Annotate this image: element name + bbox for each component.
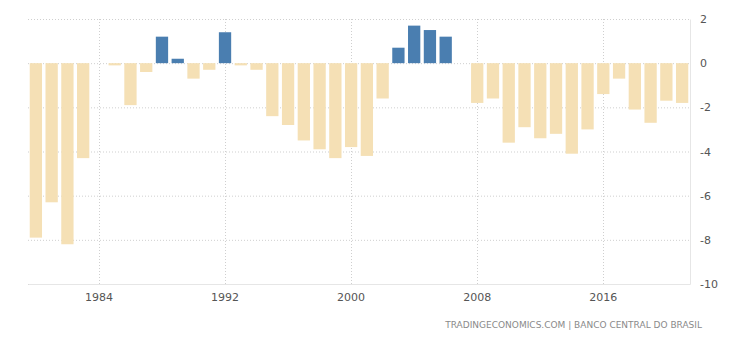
- bar: [172, 59, 184, 63]
- bar: [30, 63, 42, 237]
- bar: [219, 32, 231, 63]
- bar: [503, 63, 515, 143]
- bar: [45, 63, 57, 202]
- axis-line: [29, 284, 691, 285]
- grid-line: [351, 19, 352, 284]
- tick: 0: [690, 57, 707, 70]
- bar: [392, 48, 404, 63]
- tick-label: 1992: [211, 291, 239, 304]
- tick: -8: [690, 234, 711, 247]
- bar: [440, 37, 452, 64]
- bar: [613, 63, 625, 78]
- grid-line: [28, 152, 690, 153]
- tick: -10: [690, 278, 718, 291]
- tick-label: -8: [700, 234, 711, 247]
- grid-line: [28, 284, 690, 285]
- tick-label: -2: [700, 101, 711, 114]
- tick: 2: [690, 13, 707, 26]
- tick: 1984: [85, 284, 113, 304]
- bar: [644, 63, 656, 123]
- tick-label: 2008: [463, 291, 491, 304]
- bar: [345, 63, 357, 147]
- bar: [124, 63, 136, 105]
- bar: [534, 63, 546, 138]
- bar: [487, 63, 499, 98]
- bar: [61, 63, 73, 244]
- tick-label: 2000: [337, 291, 365, 304]
- bar: [109, 63, 121, 65]
- bar: [93, 63, 105, 64]
- grid-line: [603, 19, 604, 284]
- grid-line: [28, 240, 690, 241]
- tick-label: 2016: [589, 291, 617, 304]
- tick-label: 2: [700, 13, 707, 26]
- bar: [376, 63, 388, 98]
- tick-label: 1984: [85, 291, 113, 304]
- tick: 2008: [463, 284, 491, 304]
- grid: [28, 19, 690, 285]
- bar: [455, 63, 467, 64]
- grid-line: [477, 19, 478, 284]
- bar: [660, 63, 672, 101]
- chart-container: -10 -8 -6 -4 -2 0 2 1984 1992 2000 2008 2016 TRADING…: [0, 0, 730, 340]
- tick: -4: [690, 146, 711, 159]
- tick-label: -6: [700, 190, 711, 203]
- bar: [597, 63, 609, 94]
- bars: [30, 26, 689, 245]
- bar: [566, 63, 578, 154]
- grid-line: [99, 19, 100, 284]
- bar: [156, 37, 168, 64]
- bar: [203, 63, 215, 70]
- bar: [550, 63, 562, 134]
- tick: 2016: [589, 284, 617, 304]
- tick: -6: [690, 190, 711, 203]
- axis-line: [690, 20, 691, 285]
- tick: 1992: [211, 284, 239, 304]
- bar: [282, 63, 294, 125]
- bar: [581, 63, 593, 129]
- tick: -2: [690, 101, 711, 114]
- source: TRADINGECONOMICS.COM | BANCO CENTRAL DO …: [444, 320, 702, 330]
- bar: [187, 63, 199, 78]
- chart: -10 -8 -6 -4 -2 0 2 1984 1992 2000 2008 2016 TRADING…: [0, 0, 730, 340]
- bar: [140, 63, 152, 72]
- bar: [424, 30, 436, 63]
- grid-line: [28, 196, 690, 197]
- tick-label: -10: [700, 278, 718, 291]
- bar: [313, 63, 325, 149]
- bar: [471, 63, 483, 103]
- tick-label: 0: [700, 57, 707, 70]
- bar: [329, 63, 341, 158]
- tick-label: -4: [700, 146, 711, 159]
- tick: 2000: [337, 284, 365, 304]
- x-axis: 1984 1992 2000 2008 2016: [29, 284, 691, 304]
- bar: [250, 63, 262, 70]
- bar: [676, 63, 688, 103]
- bar: [77, 63, 89, 158]
- bar: [298, 63, 310, 140]
- bar: [266, 63, 278, 116]
- bar: [361, 63, 373, 156]
- bar: [629, 63, 641, 109]
- bar: [408, 26, 420, 64]
- bar: [235, 63, 247, 65]
- bar: [518, 63, 530, 127]
- y-axis: -10 -8 -6 -4 -2 0 2: [690, 13, 718, 291]
- grid-line: [28, 19, 690, 20]
